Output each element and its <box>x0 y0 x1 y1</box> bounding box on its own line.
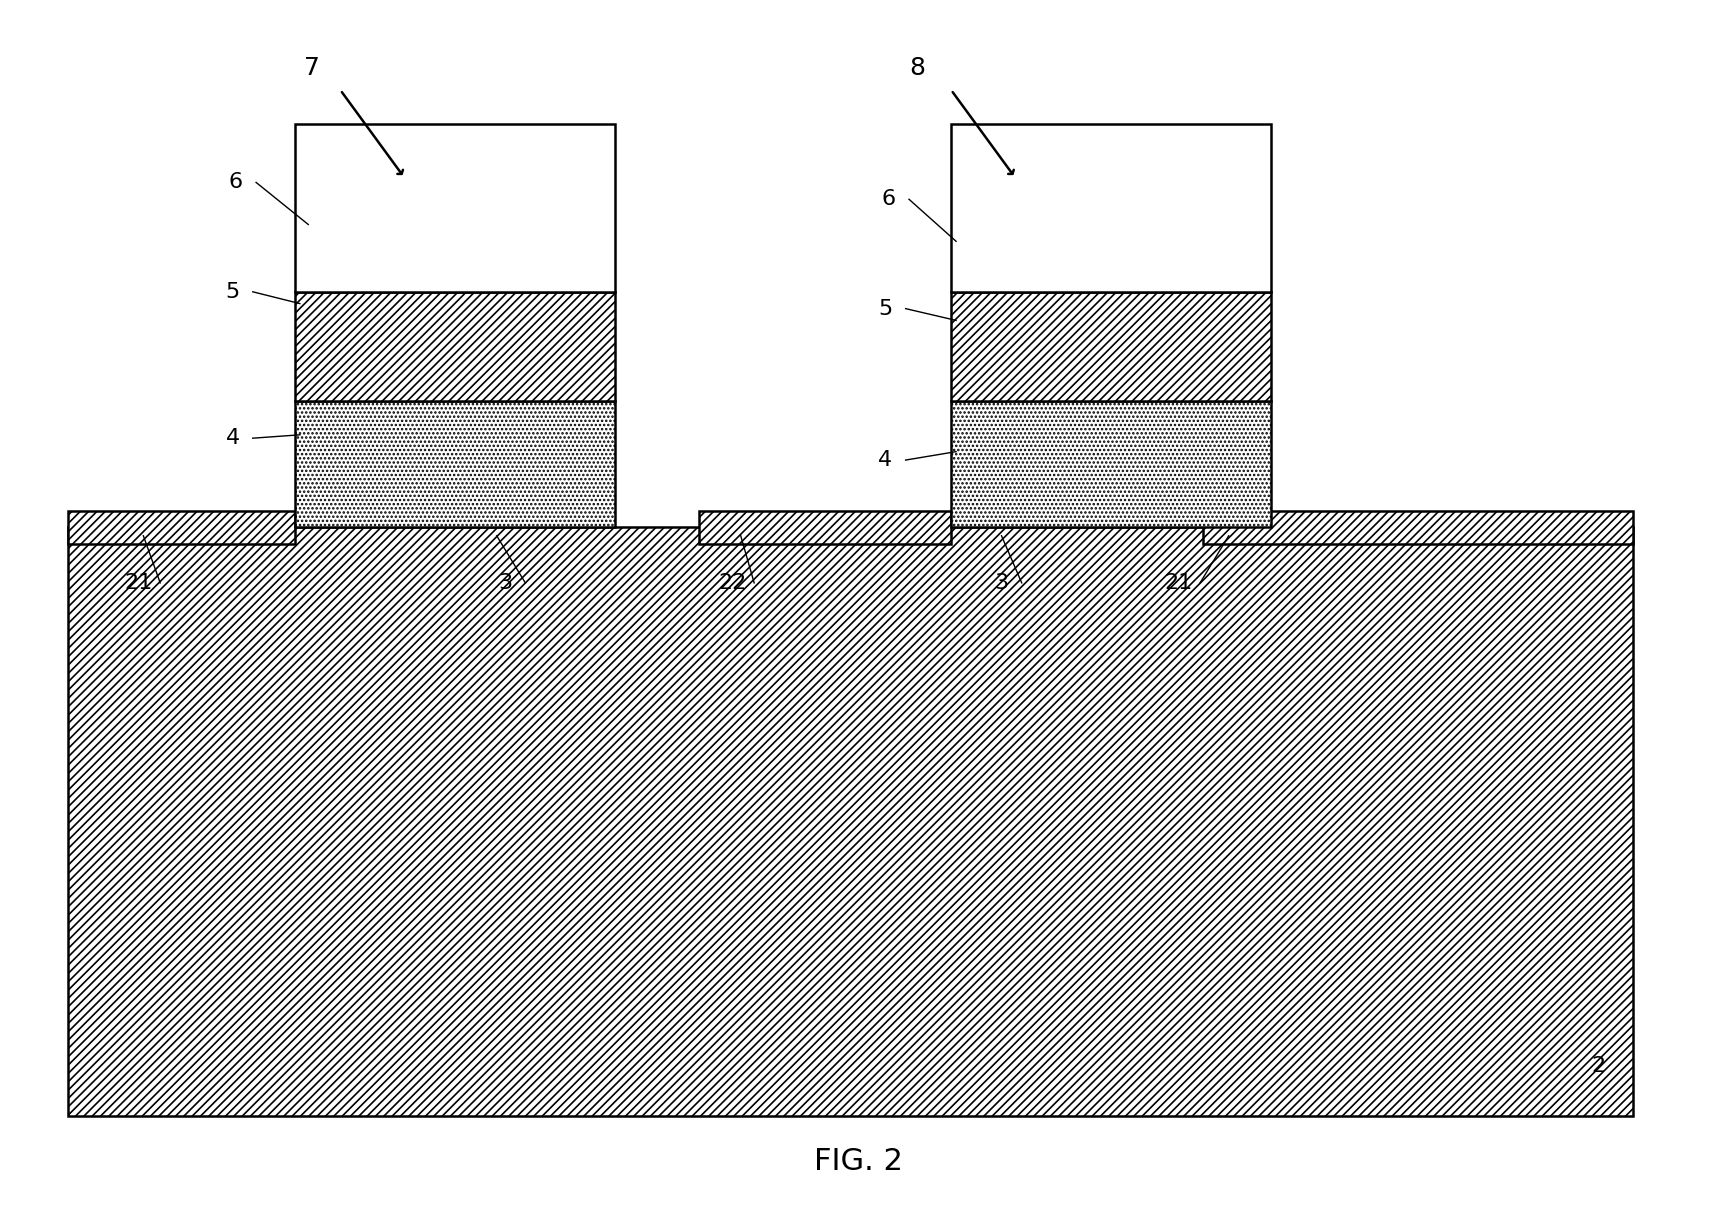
Text: 21: 21 <box>124 572 153 593</box>
Bar <box>67 527 1633 1117</box>
Text: 6: 6 <box>883 190 896 209</box>
Bar <box>295 401 615 527</box>
Bar <box>67 510 295 544</box>
Bar <box>951 401 1271 527</box>
Bar <box>699 510 951 544</box>
Bar <box>951 124 1271 292</box>
Bar <box>1204 510 1633 544</box>
Text: 5: 5 <box>225 281 240 302</box>
Text: 4: 4 <box>225 428 240 448</box>
Text: 7: 7 <box>304 56 319 79</box>
Text: 5: 5 <box>879 298 893 319</box>
Text: 2: 2 <box>1592 1055 1605 1076</box>
Bar <box>951 292 1271 401</box>
Text: 3: 3 <box>498 572 512 593</box>
Bar <box>295 292 615 401</box>
Text: 22: 22 <box>718 572 747 593</box>
Text: FIG. 2: FIG. 2 <box>814 1147 903 1177</box>
Text: 3: 3 <box>994 572 1008 593</box>
Text: 21: 21 <box>1164 572 1192 593</box>
Text: 4: 4 <box>879 450 893 470</box>
Bar <box>295 124 615 292</box>
Text: 8: 8 <box>910 56 925 79</box>
Text: 6: 6 <box>228 172 244 192</box>
